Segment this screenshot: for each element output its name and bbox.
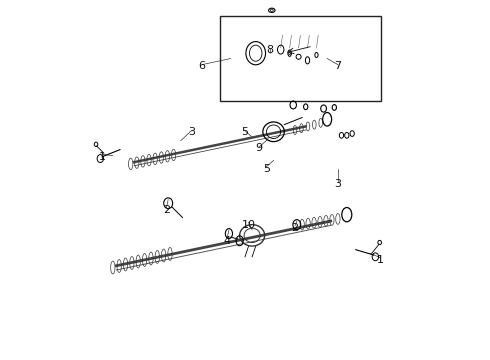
Text: 5: 5 xyxy=(263,164,270,174)
Text: 8: 8 xyxy=(267,45,273,55)
Text: 4: 4 xyxy=(223,236,231,246)
Text: 6: 6 xyxy=(198,61,206,71)
Text: 2: 2 xyxy=(163,205,170,215)
Text: 1: 1 xyxy=(377,255,384,265)
Text: 7: 7 xyxy=(334,61,342,71)
Text: 3: 3 xyxy=(188,127,195,137)
Text: 9: 9 xyxy=(256,143,263,153)
Text: 2: 2 xyxy=(292,223,298,233)
Text: 10: 10 xyxy=(242,220,256,230)
Text: 1: 1 xyxy=(98,152,106,162)
Text: 3: 3 xyxy=(334,179,342,189)
Text: 5: 5 xyxy=(242,127,248,137)
Bar xyxy=(220,16,381,102)
